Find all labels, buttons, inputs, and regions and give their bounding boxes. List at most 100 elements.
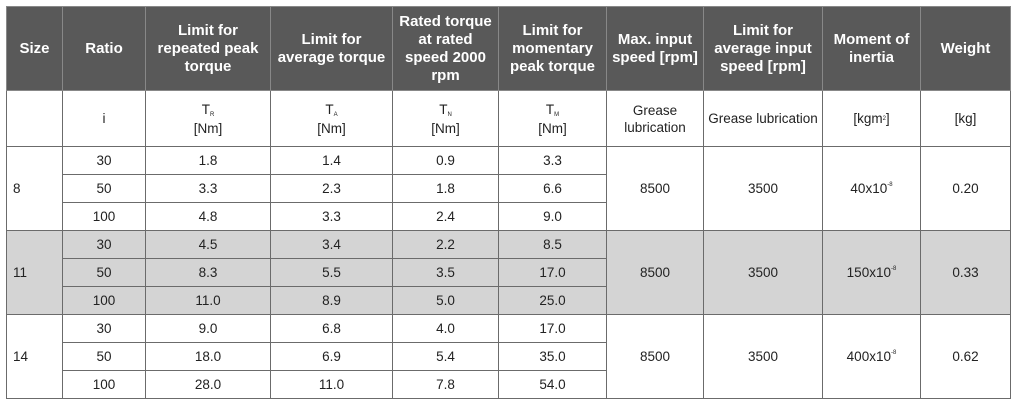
repeated-peak-torque-cell: 9.0 [145,314,271,343]
ratio-cell: 50 [62,342,146,371]
rated-torque-cell: 4.0 [392,314,499,343]
header-row: Size Ratio Limit for repeated peak torqu… [6,6,1011,91]
momentary-peak-torque-cell: 8.5 [498,230,607,259]
inertia-base: 150x10 [846,265,891,280]
inertia-exponent: -8 [890,266,897,272]
units-row: i TR [Nm] TA [Nm] TN [Nm] TM [Nm] Grease… [6,90,1011,147]
rated-torque-cell: 7.8 [392,370,499,399]
size-cell: 8 [6,146,63,231]
units-weight: [kg] [920,90,1011,147]
max-input-speed-cell: 8500 [606,230,704,315]
units-inertia: [kgm2] [822,90,921,147]
table-row: 50 3.3 2.3 1.8 6.6 [7,174,1011,203]
header-weight: Weight [920,6,1011,91]
unit-label: [Nm] [431,120,460,136]
rated-torque-cell: 5.4 [392,342,499,371]
rated-torque-cell: 2.2 [392,230,499,259]
momentary-peak-torque-cell: 3.3 [498,146,607,175]
repeated-peak-torque-cell: 1.8 [145,146,271,175]
momentary-peak-torque-cell: 25.0 [498,286,607,315]
moment-of-inertia-cell: 40x10-8 [822,146,921,231]
units-avg-speed: Grease lubrication [703,90,823,147]
max-input-speed-cell: 8500 [606,314,704,399]
rated-torque-cell: 5.0 [392,286,499,315]
unit-label: [Nm] [193,120,223,136]
average-input-speed-cell: 3500 [703,146,823,231]
unit-label: [kgm [853,111,883,126]
average-input-speed-cell: 3500 [703,314,823,399]
ratio-cell: 30 [62,146,146,175]
weight-cell: 0.20 [920,146,1011,231]
table-row: 100 28.0 11.0 7.8 54.0 [7,370,1011,399]
rated-torque-cell: 1.8 [392,174,499,203]
ratio-cell: 100 [62,202,146,231]
header-rated-torque: Rated torque at rated speed 2000 rpm [392,6,499,91]
unit-close: ] [885,111,890,126]
momentary-peak-torque-cell: 6.6 [498,174,607,203]
weight-cell: 0.33 [920,230,1011,315]
inertia-exponent: -8 [887,182,893,188]
symbol: T [201,101,210,117]
average-torque-cell: 5.5 [270,258,393,287]
table-row: 8 30 1.8 1.4 0.9 3.3 8500 3500 40x10-8 0.20 [6,146,1011,231]
unit-exponent: 2 [882,116,886,122]
momentary-peak-torque-cell: 9.0 [498,202,607,231]
repeated-peak-torque-cell: 11.0 [145,286,271,315]
table-row: 50 8.3 5.5 3.5 17.0 [7,258,1011,287]
header-average-torque: Limit for average torque [270,6,393,91]
ratio-cell: 50 [62,258,146,287]
rated-torque-cell: 2.4 [392,202,499,231]
table-row: 11 30 4.5 3.4 2.2 8.5 8500 3500 150x10-8 0.33 [6,230,1011,315]
header-moment-of-inertia: Moment of inertia [822,6,921,91]
unit-label: [Nm] [317,120,346,136]
header-ratio: Ratio [62,6,146,91]
average-torque-cell: 6.9 [270,342,393,371]
max-input-speed-cell: 8500 [606,146,704,231]
repeated-peak-torque-cell: 8.3 [145,258,271,287]
symbol-subscript: A [333,111,338,118]
size-cell: 11 [6,230,63,315]
symbol-subscript: R [209,111,215,118]
units-repeated-peak: TR [Nm] [145,90,271,147]
average-torque-cell: 11.0 [270,370,393,399]
header-repeated-peak-torque: Limit for repeated peak torque [145,6,271,91]
moment-of-inertia-cell: 400x10-8 [822,314,921,399]
table-body: 8 30 1.8 1.4 0.9 3.3 8500 3500 40x10-8 0.20 50 3.3 2… [6,146,1011,399]
units-average: TA [Nm] [270,90,393,147]
header-average-input-speed: Limit for average input speed [rpm] [703,6,823,91]
average-torque-cell: 6.8 [270,314,393,343]
table-row: 100 11.0 8.9 5.0 25.0 [7,286,1011,315]
repeated-peak-torque-cell: 18.0 [145,342,271,371]
repeated-peak-torque-cell: 4.8 [145,202,271,231]
ratio-cell: 100 [62,370,146,399]
average-torque-cell: 3.4 [270,230,393,259]
average-torque-cell: 3.3 [270,202,393,231]
average-input-speed-cell: 3500 [703,230,823,315]
header-max-input-speed: Max. input speed [rpm] [606,6,704,91]
table-row: 100 4.8 3.3 2.4 9.0 [7,202,1011,231]
units-ratio: i [62,90,146,147]
rated-torque-cell: 3.5 [392,258,499,287]
gear-spec-table: Size Ratio Limit for repeated peak torqu… [6,6,1011,399]
average-torque-cell: 1.4 [270,146,393,175]
repeated-peak-torque-cell: 28.0 [145,370,271,399]
momentary-peak-torque-cell: 54.0 [498,370,607,399]
repeated-peak-torque-cell: 3.3 [145,174,271,203]
units-max-speed: Grease lubrication [606,90,704,147]
momentary-peak-torque-cell: 17.0 [498,314,607,343]
inertia-base: 40x10 [850,181,888,196]
header-momentary-peak-torque: Limit for momentary peak torque [498,6,607,91]
unit-label: [Nm] [538,120,567,136]
momentary-peak-torque-cell: 35.0 [498,342,607,371]
symbol-subscript: M [554,111,560,118]
symbol: T [439,101,448,117]
header-size: Size [6,6,63,91]
units-size [6,90,63,147]
symbol-subscript: N [447,111,452,118]
momentary-peak-torque-cell: 17.0 [498,258,607,287]
repeated-peak-torque-cell: 4.5 [145,230,271,259]
units-momentary: TM [Nm] [498,90,607,147]
table-row: 50 18.0 6.9 5.4 35.0 [7,342,1011,371]
ratio-cell: 100 [62,286,146,315]
rated-torque-cell: 0.9 [392,146,499,175]
